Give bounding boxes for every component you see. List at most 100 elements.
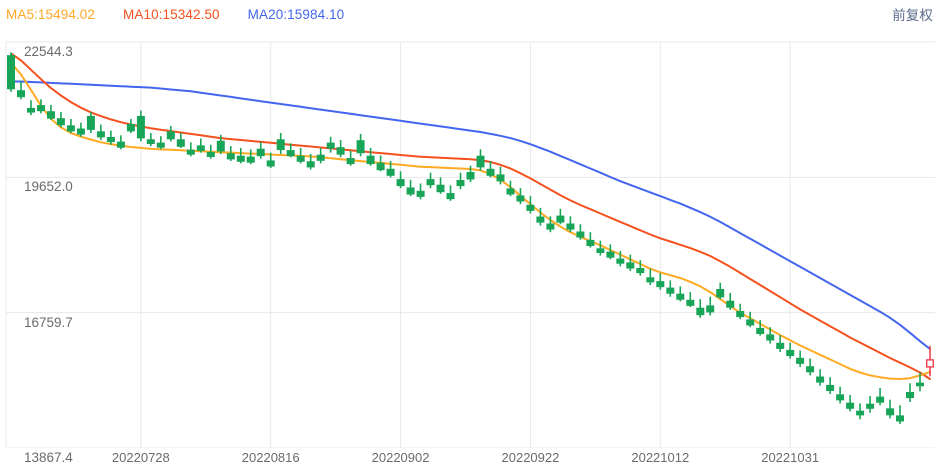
ma10-legend: MA10:15342.50 xyxy=(123,6,220,22)
candlestick xyxy=(566,216,575,233)
candlestick xyxy=(776,335,785,352)
candlestick xyxy=(636,260,645,276)
candle-body xyxy=(426,179,435,186)
candle-body xyxy=(836,394,845,401)
candlestick xyxy=(276,132,285,155)
candle-body xyxy=(326,142,335,149)
candlestick xyxy=(886,399,895,419)
candlestick xyxy=(876,387,885,406)
candlestick xyxy=(266,152,275,169)
candle-body xyxy=(126,123,135,132)
candle-body xyxy=(646,277,655,283)
candlestick xyxy=(466,165,475,183)
candle-body xyxy=(766,334,775,341)
candlestick xyxy=(516,188,525,205)
candle-body xyxy=(596,248,605,253)
candlestick xyxy=(37,99,46,114)
candlestick xyxy=(246,149,255,165)
candle-body xyxy=(466,171,475,180)
candlestick xyxy=(256,142,265,159)
candle-body xyxy=(506,188,515,195)
candle-body xyxy=(376,162,385,171)
candlestick xyxy=(296,147,305,164)
candlestick xyxy=(166,125,175,142)
candle-body xyxy=(196,145,205,151)
candle-body xyxy=(416,190,425,197)
candle-body xyxy=(586,239,595,247)
candle-body xyxy=(336,147,345,155)
candlestick xyxy=(446,185,455,201)
candlestick xyxy=(906,383,915,403)
candle-body xyxy=(86,115,95,130)
ma-lines xyxy=(10,52,931,380)
candle-body xyxy=(716,289,725,298)
candle-body xyxy=(786,349,795,357)
candlestick xyxy=(576,224,585,240)
candlestick xyxy=(346,150,355,166)
candle-body xyxy=(796,357,805,364)
candlestick xyxy=(116,135,125,150)
candlestick xyxy=(596,240,605,256)
candlestick xyxy=(796,350,805,367)
candlestick xyxy=(536,207,545,226)
candlestick xyxy=(66,118,75,133)
candle-body xyxy=(736,311,745,318)
candlestick xyxy=(756,320,765,336)
candlestick xyxy=(326,136,335,153)
candle-body xyxy=(516,195,525,202)
candle-body xyxy=(866,403,875,409)
ma10-line xyxy=(10,52,931,380)
candlestick xyxy=(47,104,56,120)
candle-body xyxy=(846,402,855,409)
candle-body xyxy=(206,151,215,157)
candlestick xyxy=(17,81,26,100)
candlestick xyxy=(736,303,745,320)
candlestick xyxy=(386,161,395,178)
candlestick xyxy=(896,405,905,425)
candlestick xyxy=(716,282,725,300)
candle-body xyxy=(186,149,195,155)
candlestick xyxy=(366,147,375,166)
candlestick xyxy=(176,132,185,148)
candle-body xyxy=(526,204,535,211)
candlestick xyxy=(106,130,115,145)
candlestick xyxy=(726,293,735,310)
candle-body xyxy=(816,376,825,383)
candle-body xyxy=(366,155,375,165)
candlestick xyxy=(816,369,825,386)
candle-body xyxy=(576,231,585,238)
candle-body xyxy=(556,215,565,223)
candlestick xyxy=(686,292,695,308)
candle-body xyxy=(726,300,735,308)
candlestick xyxy=(656,273,665,290)
candlestick xyxy=(316,147,325,164)
candlestick xyxy=(586,232,595,248)
candlestick xyxy=(196,138,205,153)
candle-body xyxy=(216,140,225,152)
ma20-line xyxy=(10,80,931,350)
candle-body xyxy=(856,410,865,416)
plot-svg xyxy=(5,41,935,448)
ma5-legend: MA5:15494.02 xyxy=(6,6,96,22)
candlestick xyxy=(546,216,555,233)
candlestick xyxy=(696,299,705,318)
candle-body xyxy=(686,299,695,306)
candle-body xyxy=(296,155,305,162)
candlestick xyxy=(56,111,65,128)
candle-body xyxy=(626,262,635,269)
candlestick xyxy=(416,183,425,200)
candle-body xyxy=(926,359,935,368)
candle-body xyxy=(306,161,315,168)
candle-body xyxy=(47,111,56,119)
candlestick xyxy=(486,161,495,178)
candle-body xyxy=(896,415,905,422)
candle-body xyxy=(106,136,115,143)
candlestick xyxy=(356,133,365,157)
candle-body xyxy=(386,168,395,176)
candle-body xyxy=(346,157,355,165)
candle-body xyxy=(246,156,255,163)
x-axis-label: 20220816 xyxy=(241,450,300,465)
candle-body xyxy=(286,150,295,157)
candlestick xyxy=(126,118,135,133)
candlestick xyxy=(846,395,855,412)
